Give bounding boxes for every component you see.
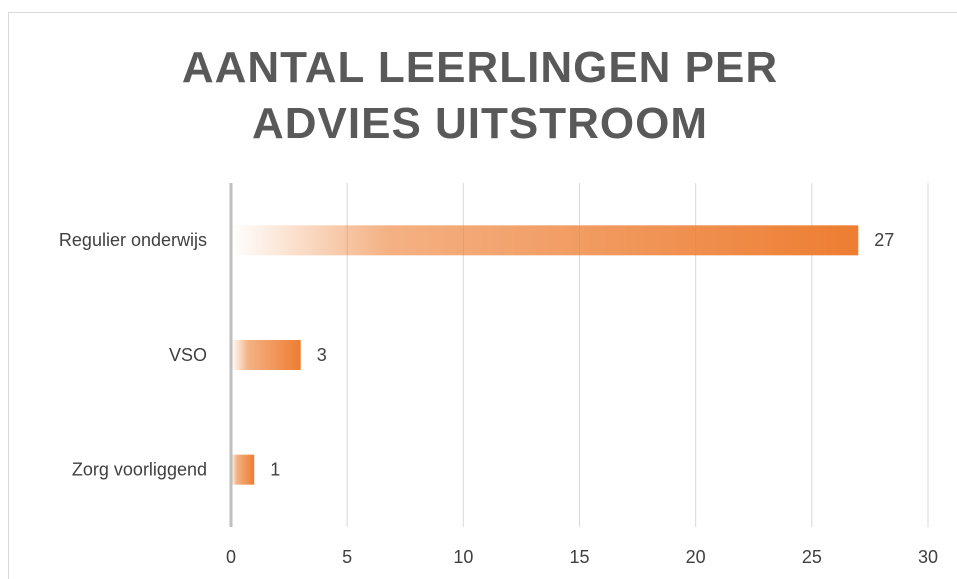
- bar: [231, 225, 859, 256]
- data-label: 1: [270, 459, 280, 479]
- bar: [231, 454, 255, 485]
- x-tick-label: 30: [918, 547, 938, 567]
- x-tick-label: 20: [686, 547, 706, 567]
- y-tick-label: Regulier onderwijs: [59, 230, 207, 250]
- chart-title: AANTAL LEERLINGEN PER ADVIES UITSTROOM: [181, 43, 779, 148]
- x-tick-label: 10: [453, 547, 473, 567]
- y-tick-label: Zorg voorliggend: [72, 459, 207, 479]
- x-tick-label: 15: [569, 547, 589, 567]
- x-tick-label: 5: [342, 547, 352, 567]
- x-tick-label: 25: [802, 547, 822, 567]
- data-label: 3: [317, 345, 327, 365]
- y-tick-label: VSO: [169, 345, 207, 365]
- data-label: 27: [874, 230, 894, 250]
- x-tick-label: 0: [226, 547, 236, 567]
- chart-border: [8, 12, 957, 579]
- bar: [231, 340, 301, 370]
